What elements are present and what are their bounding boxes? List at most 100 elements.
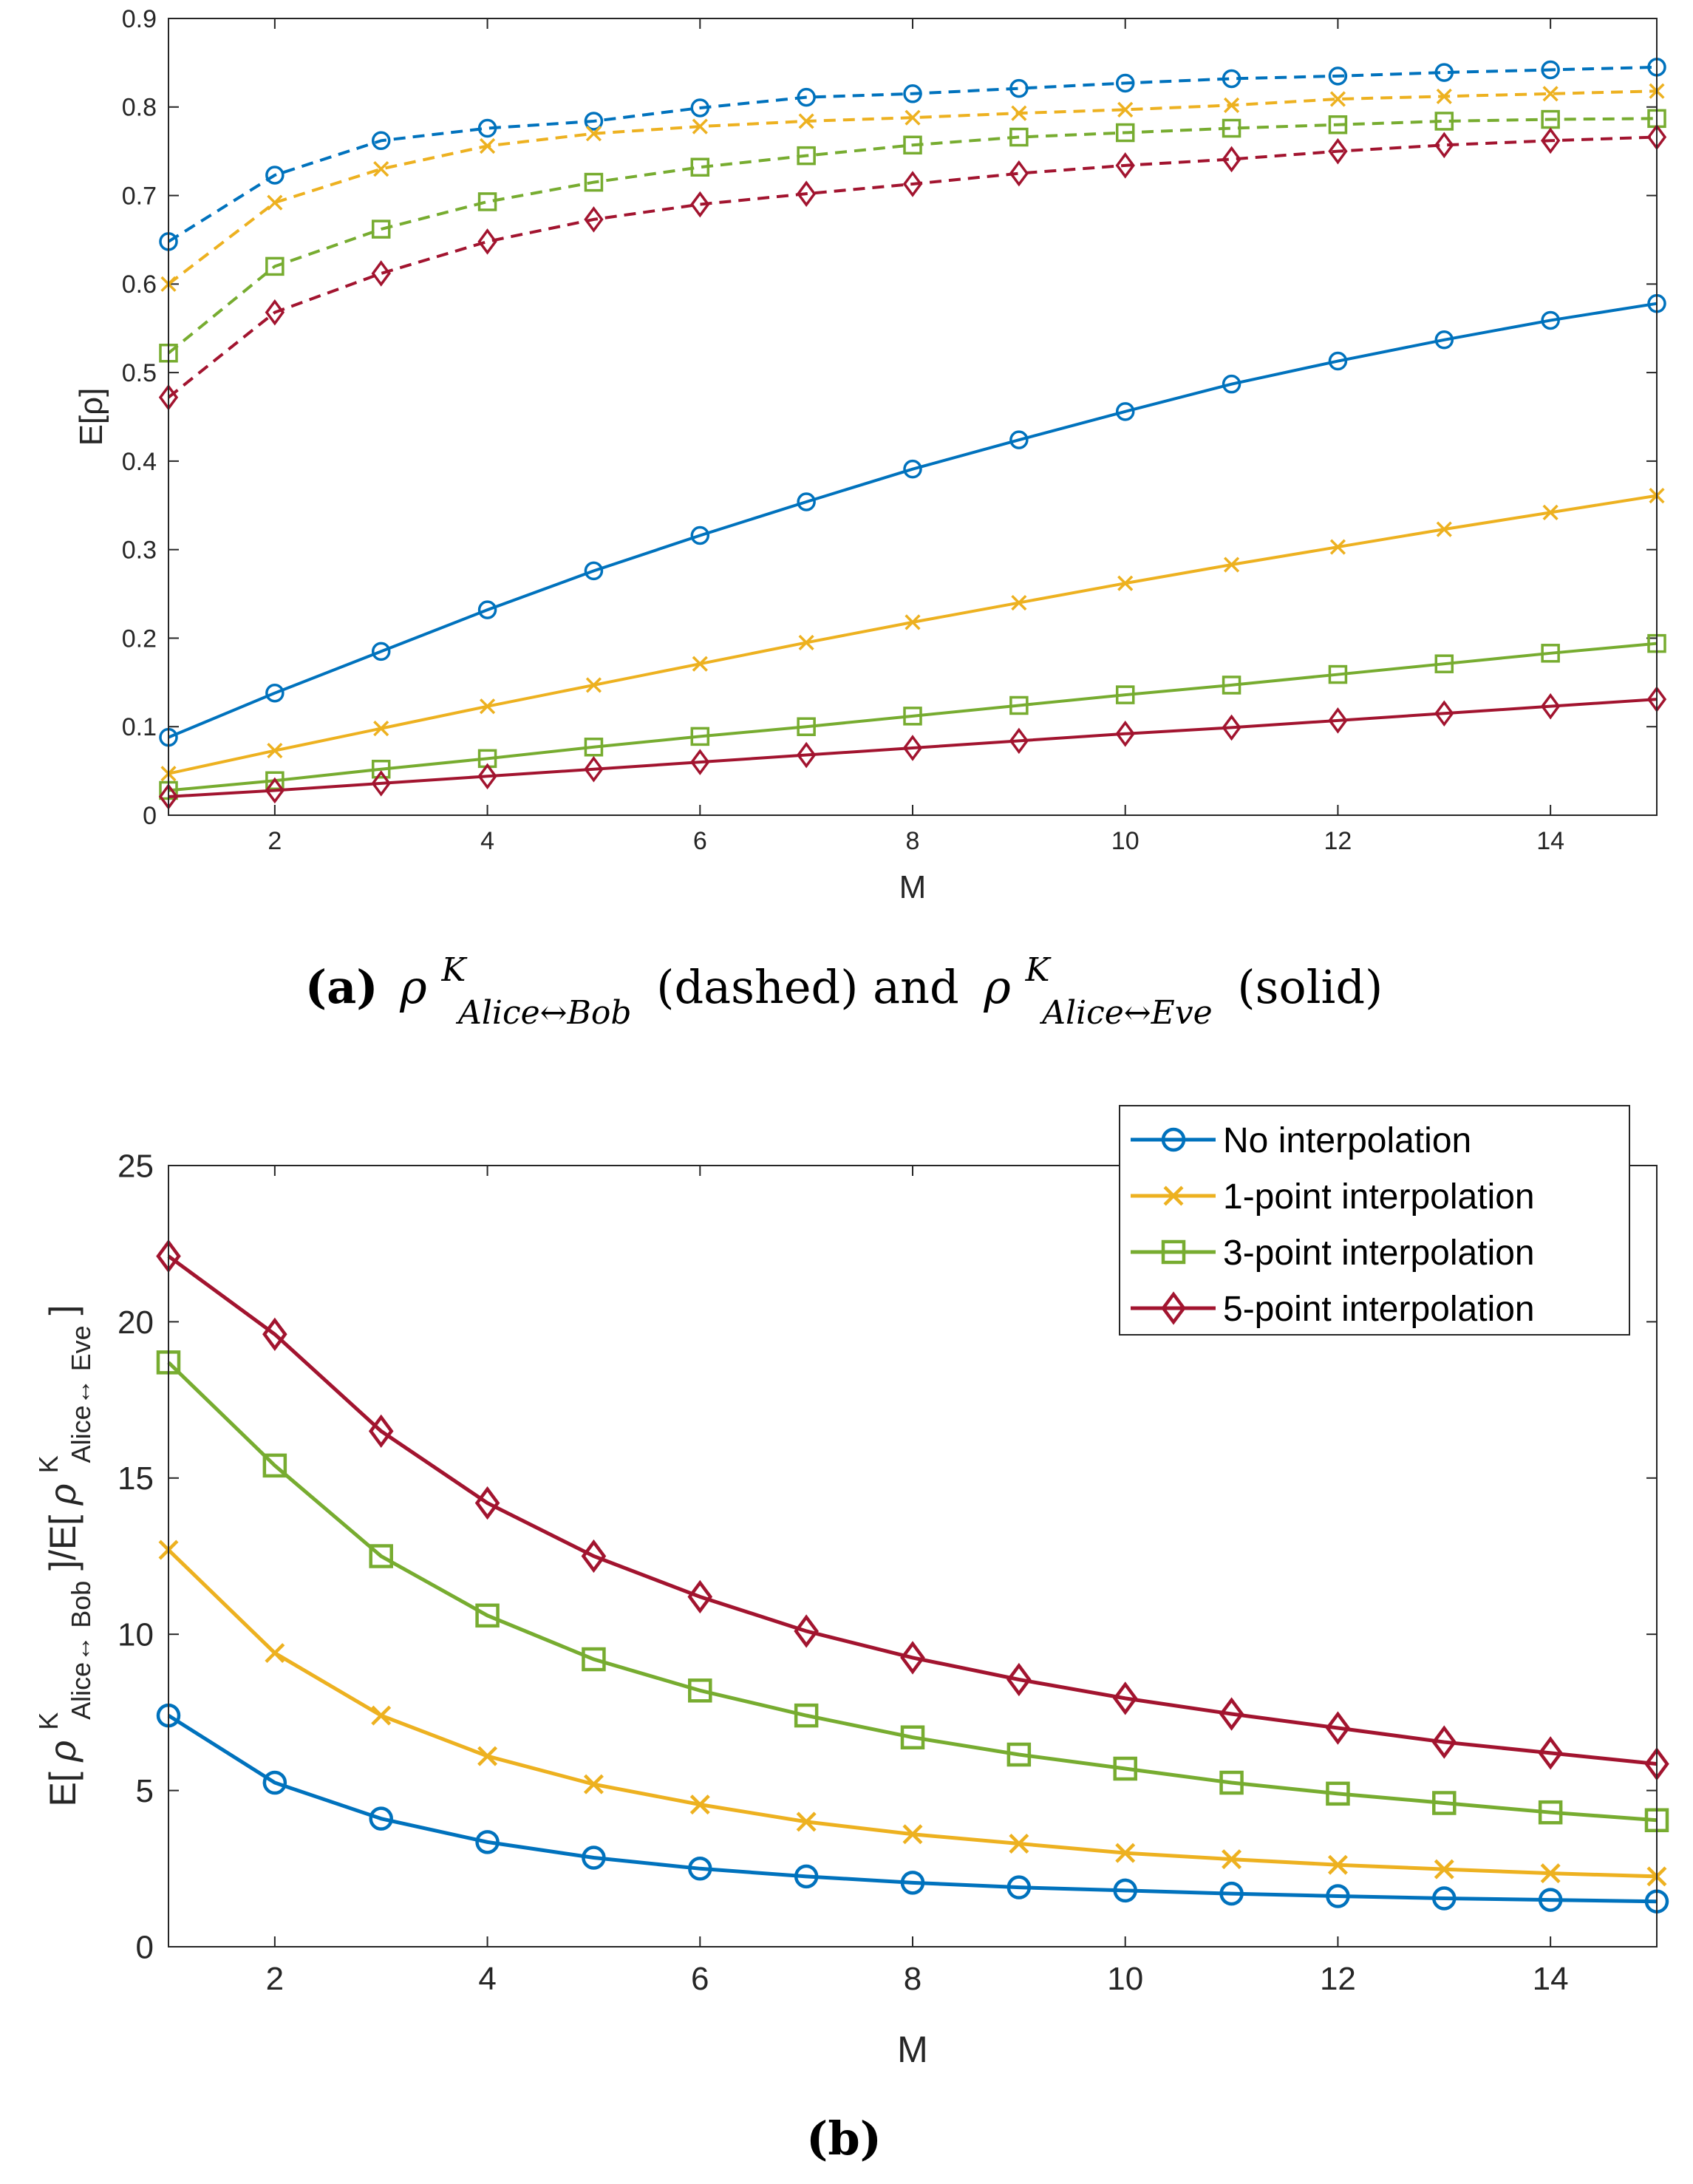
caption-a-sup-eve: K xyxy=(1025,951,1052,989)
data-point xyxy=(1326,1884,1350,1908)
data-point xyxy=(692,656,708,672)
y-tick-label: 0.3 xyxy=(122,537,157,565)
data-point xyxy=(690,98,710,118)
data-point xyxy=(798,634,814,651)
data-point xyxy=(903,459,922,479)
ylabel-b-post: ] xyxy=(42,1305,84,1316)
data-point xyxy=(584,112,604,131)
data-point xyxy=(1328,351,1348,371)
chart-a-axes-box xyxy=(168,18,1658,816)
data-point xyxy=(903,707,922,726)
data-point xyxy=(1434,330,1454,350)
data-point xyxy=(1011,594,1027,611)
series-five_point-solid xyxy=(156,1239,1669,1781)
data-point xyxy=(1219,1881,1244,1906)
data-point xyxy=(1328,137,1348,165)
caption-a-label: (a) xyxy=(305,960,378,1014)
data-point xyxy=(1113,1756,1137,1781)
y-tick-label: 0.9 xyxy=(122,5,157,33)
data-point xyxy=(690,727,710,746)
data-point xyxy=(1115,1843,1136,1863)
data-point xyxy=(479,698,496,715)
data-point xyxy=(1009,727,1029,755)
data-point xyxy=(1009,127,1029,147)
data-point xyxy=(582,1647,606,1672)
y-tick-label: 5 xyxy=(136,1773,154,1809)
y-tick-label: 20 xyxy=(117,1304,154,1341)
data-point xyxy=(794,1864,819,1889)
data-point xyxy=(584,738,604,757)
data-point xyxy=(1329,539,1346,555)
data-point xyxy=(1329,91,1346,107)
data-point xyxy=(584,755,604,783)
x-tick-label: 6 xyxy=(691,1961,709,1997)
data-point xyxy=(796,741,817,769)
legend-marker xyxy=(1161,1291,1186,1325)
x-tick-label: 10 xyxy=(1111,827,1140,855)
data-point xyxy=(582,1845,606,1870)
x-tick-label: 6 xyxy=(693,827,707,855)
data-point xyxy=(688,1857,712,1881)
ylabel-b-rho-bob: ρ xyxy=(42,1741,84,1763)
data-point xyxy=(690,157,710,177)
data-point xyxy=(262,1770,287,1795)
data-point xyxy=(1540,693,1561,720)
data-point xyxy=(371,642,391,661)
data-point xyxy=(1434,700,1454,727)
series-one_point-solid xyxy=(158,1540,1667,1887)
legend-label: 1-point interpolation xyxy=(1223,1177,1535,1217)
series-five_point-dashed xyxy=(158,123,1667,411)
data-point xyxy=(265,683,285,703)
data-point xyxy=(902,171,923,197)
ylabel-b-pre: E[ xyxy=(42,1772,84,1806)
chart-b-series xyxy=(156,1239,1669,1913)
data-point xyxy=(262,1317,287,1351)
caption-a-sup-bob: K xyxy=(440,951,467,989)
chart-b-x-label: M xyxy=(897,2029,928,2070)
data-point xyxy=(267,194,283,211)
data-point xyxy=(369,1544,393,1568)
chart-a-x-label: M xyxy=(899,869,927,905)
data-point xyxy=(1222,714,1241,741)
chart-b-y-label: E[ ρ K Alice↔ Bob ]/E[ ρ K Alice↔ Eve ] xyxy=(24,1305,98,1807)
data-point xyxy=(1541,644,1560,663)
data-point xyxy=(368,1414,394,1449)
data-point xyxy=(905,109,921,126)
series-line xyxy=(168,698,1658,798)
y-tick-label: 0.4 xyxy=(122,448,157,476)
data-point xyxy=(1115,721,1135,747)
data-point xyxy=(373,161,389,177)
data-point xyxy=(690,525,710,545)
data-point xyxy=(477,600,497,619)
legend-entry-one_point: 1-point interpolation xyxy=(1131,1177,1535,1217)
legend-box xyxy=(1119,1105,1630,1336)
data-point xyxy=(798,113,814,129)
data-point xyxy=(689,1795,710,1815)
data-point xyxy=(371,260,391,287)
series-five_point-solid xyxy=(158,686,1667,810)
ylabel-b-sup-eve: K xyxy=(33,1455,64,1473)
data-point xyxy=(267,742,283,759)
series-line xyxy=(167,1361,1658,1823)
y-tick-label: 0 xyxy=(136,1929,154,1965)
legend-marker xyxy=(1161,1127,1186,1152)
y-tick-label: 25 xyxy=(117,1148,154,1184)
data-point xyxy=(900,1871,925,1895)
data-point xyxy=(475,1830,500,1854)
data-point xyxy=(1006,1662,1032,1697)
data-point xyxy=(1540,127,1561,154)
data-point xyxy=(477,192,497,211)
x-tick-label: 8 xyxy=(904,1961,922,1997)
data-point xyxy=(1538,1888,1563,1912)
data-point xyxy=(690,191,710,218)
data-point xyxy=(1542,504,1559,520)
data-point xyxy=(1115,402,1135,421)
data-point xyxy=(1436,521,1452,537)
series-no_interp-solid xyxy=(159,293,1666,747)
data-point xyxy=(796,180,817,207)
x-tick-label: 10 xyxy=(1107,1961,1143,1997)
ylabel-b-sub-eve: Alice↔ Eve xyxy=(66,1325,96,1463)
x-tick-label: 2 xyxy=(266,1961,284,1997)
ylabel-b-sup-bob: K xyxy=(33,1712,64,1730)
data-point xyxy=(1222,146,1241,173)
